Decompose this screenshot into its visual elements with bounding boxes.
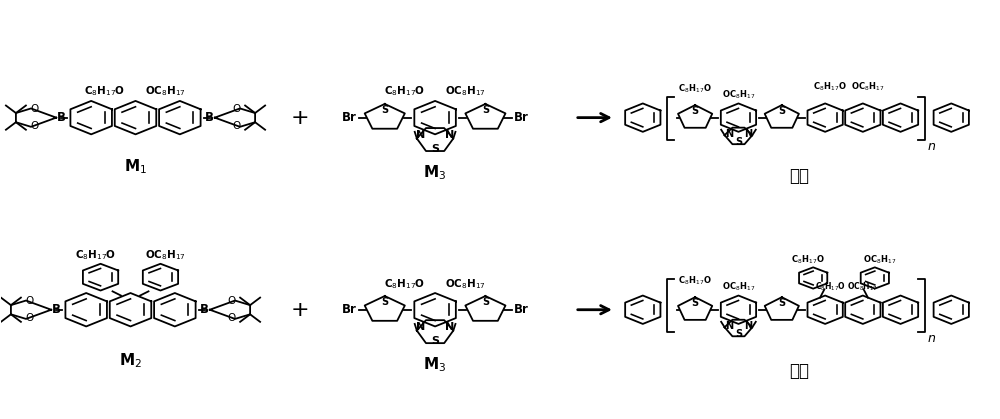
Text: OC$_8$H$_{17}$: OC$_8$H$_{17}$	[445, 277, 486, 290]
Text: OC$_8$H$_{17}$: OC$_8$H$_{17}$	[145, 85, 186, 98]
Text: S: S	[381, 297, 388, 307]
Text: O: O	[31, 121, 39, 131]
Text: S: S	[482, 105, 489, 115]
Text: S: S	[692, 106, 699, 116]
Text: B: B	[200, 303, 209, 316]
Text: OC$_8$H$_{17}$: OC$_8$H$_{17}$	[847, 281, 878, 293]
Text: M$_2$: M$_2$	[119, 352, 142, 370]
Text: Br: Br	[342, 303, 357, 316]
Text: OC$_8$H$_{17}$: OC$_8$H$_{17}$	[145, 248, 186, 262]
Text: S: S	[735, 137, 742, 147]
Text: C$_8$H$_{17}$O: C$_8$H$_{17}$O	[384, 277, 425, 290]
Text: S: S	[381, 105, 388, 115]
Text: Br: Br	[514, 303, 528, 316]
Text: O: O	[26, 313, 34, 323]
Text: S: S	[778, 106, 785, 116]
Text: C$_8$H$_{17}$O: C$_8$H$_{17}$O	[84, 85, 126, 98]
Text: S: S	[735, 328, 742, 339]
Text: Br: Br	[514, 111, 528, 124]
Text: O: O	[232, 104, 240, 114]
Text: O: O	[232, 121, 240, 131]
Text: M$_1$: M$_1$	[124, 157, 147, 176]
Text: B: B	[205, 111, 214, 124]
Text: S: S	[692, 298, 699, 308]
Text: Br: Br	[342, 111, 357, 124]
Text: N: N	[725, 321, 733, 331]
Text: n: n	[928, 140, 936, 153]
Text: B: B	[52, 303, 61, 316]
Text: OC$_8$H$_{17}$: OC$_8$H$_{17}$	[722, 88, 755, 101]
Text: B: B	[57, 111, 66, 124]
Text: C$_8$H$_{17}$O: C$_8$H$_{17}$O	[384, 85, 425, 98]
Text: 式二: 式二	[790, 167, 810, 185]
Text: OC$_8$H$_{17}$: OC$_8$H$_{17}$	[722, 281, 755, 293]
Text: N: N	[445, 323, 454, 332]
Text: S: S	[778, 298, 785, 308]
Text: +: +	[291, 300, 310, 320]
Text: N: N	[744, 321, 752, 331]
Text: N: N	[416, 323, 426, 332]
Text: OC$_8$H$_{17}$: OC$_8$H$_{17}$	[445, 85, 486, 98]
Text: 式三: 式三	[790, 362, 810, 380]
Text: OC$_8$H$_{17}$: OC$_8$H$_{17}$	[863, 253, 897, 266]
Text: n: n	[928, 332, 936, 345]
Text: O: O	[31, 104, 39, 114]
Text: +: +	[291, 108, 310, 128]
Text: N: N	[445, 130, 454, 140]
Text: C$_8$H$_{17}$O: C$_8$H$_{17}$O	[813, 80, 847, 93]
Text: C$_8$H$_{17}$O: C$_8$H$_{17}$O	[815, 281, 846, 293]
Text: O: O	[227, 313, 235, 323]
Text: OC$_8$H$_{17}$: OC$_8$H$_{17}$	[851, 80, 885, 93]
Text: C$_8$H$_{17}$O: C$_8$H$_{17}$O	[678, 82, 712, 95]
Text: S: S	[431, 144, 439, 154]
Text: C$_8$H$_{17}$O: C$_8$H$_{17}$O	[791, 253, 825, 266]
Text: C$_8$H$_{17}$O: C$_8$H$_{17}$O	[678, 274, 712, 287]
Text: S: S	[482, 297, 489, 307]
Text: M$_3$: M$_3$	[423, 356, 447, 374]
Text: S: S	[431, 336, 439, 346]
Text: N: N	[725, 129, 733, 139]
Text: N: N	[416, 130, 426, 140]
Text: N: N	[744, 129, 752, 139]
Text: C$_8$H$_{17}$O: C$_8$H$_{17}$O	[75, 248, 116, 262]
Text: M$_3$: M$_3$	[423, 163, 447, 182]
Text: O: O	[26, 297, 34, 306]
Text: O: O	[227, 297, 235, 306]
